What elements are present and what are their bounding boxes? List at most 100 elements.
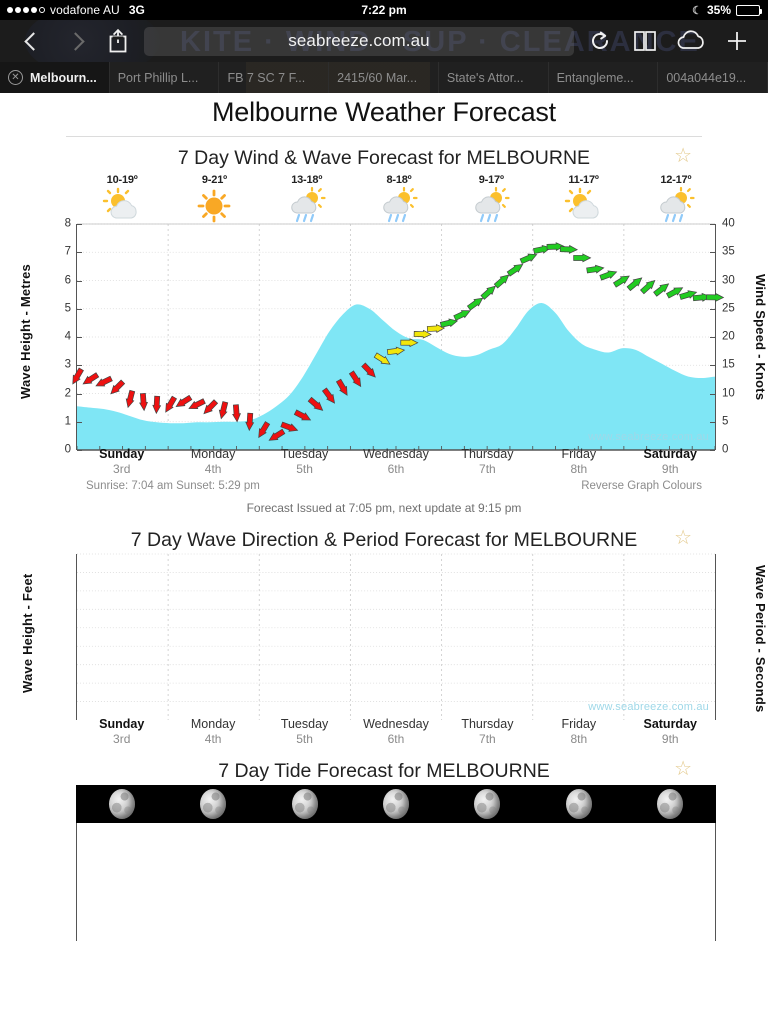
chart2-y-axis-title: Wave Height - Feet — [20, 573, 35, 693]
chart3-title: 7 Day Tide Forecast for MELBOURNE — [218, 760, 550, 782]
bookmarks-button[interactable] — [622, 24, 668, 58]
axis-tick-mark — [710, 365, 715, 367]
axis-tick-label: 35 — [722, 245, 735, 258]
moon-cell — [442, 789, 533, 819]
axis-tick-mark — [77, 280, 82, 282]
chevron-left-icon — [23, 31, 43, 51]
day-name: Monday — [190, 447, 236, 462]
axis-tick-label: 30 — [722, 273, 735, 286]
day-name: Sunday — [99, 717, 145, 732]
moon-phase-icon — [382, 789, 409, 819]
url-text: seabreeze.com.au — [288, 31, 430, 50]
moon-cell — [76, 789, 167, 819]
status-bar-right: ☾ 35% — [692, 3, 768, 17]
axis-tick-label: 0 — [64, 443, 71, 456]
tab-port-phillip[interactable]: Port Phillip L... — [109, 62, 220, 93]
plus-icon — [728, 32, 746, 50]
day-name: Tuesday — [280, 447, 329, 462]
day-cell: Thursday 7th — [442, 717, 533, 746]
day-name: Friday — [561, 717, 597, 732]
tab-fb-7-sc-7[interactable]: FB 7 SC 7 F... — [219, 62, 330, 93]
weather-day-cell: 9-17º — [445, 174, 537, 224]
back-button[interactable] — [12, 24, 54, 58]
chart2-heading-row: 7 Day Wave Direction & Period Forecast f… — [0, 525, 768, 554]
temp-range-label: 9-17º — [478, 174, 504, 186]
weather-day-cell: 10-19º — [76, 174, 168, 224]
chart2-canvas: www.seabreeze.com.au — [76, 553, 716, 720]
sun-cloud-rain-icon — [353, 186, 445, 224]
axis-tick-mark — [710, 450, 715, 451]
tab-label: FB 7 SC 7 F... — [227, 70, 306, 85]
axis-tick-mark — [77, 421, 82, 423]
tab-entanglement[interactable]: Entangleme... — [548, 62, 659, 93]
day-date: 7th — [479, 731, 496, 746]
axis-tick-mark — [77, 252, 82, 254]
carrier-label: vodafone AU — [50, 3, 120, 17]
wave-direction-period-chart: 7 Day Wave Direction & Period Forecast f… — [0, 525, 768, 746]
tab-melbourne[interactable]: ✕ Melbourn... — [0, 62, 110, 93]
day-name: Monday — [190, 717, 236, 732]
sun-icon — [168, 186, 260, 224]
chart1-y2-axis-title: Wind Speed - Knots — [753, 273, 768, 401]
tab-2415-60-mar[interactable]: 2415/60 Mar... — [329, 62, 439, 93]
day-date: 6th — [387, 731, 405, 746]
axis-tick-label: 2 — [64, 386, 71, 399]
sun-cloud-rain-icon — [630, 186, 722, 224]
reverse-graph-colours-link[interactable]: Reverse Graph Colours — [581, 480, 702, 492]
tab-states-attorney[interactable]: State's Attor... — [438, 62, 549, 93]
sun-behind-cloud-icon — [76, 186, 168, 224]
day-name: Sunday — [99, 447, 145, 462]
favourite-star-icon[interactable]: ☆ — [674, 758, 692, 780]
signal-strength-icon — [7, 7, 45, 13]
moon-phase-icon — [565, 789, 592, 819]
sun-cloud-rain-icon — [261, 186, 353, 224]
day-date: 8th — [570, 461, 588, 476]
browser-toolbar: KITE · WIND · SUP · CLEARANCE seabreeze.… — [0, 20, 768, 62]
day-date: 8th — [570, 731, 588, 746]
favourite-star-icon[interactable]: ☆ — [674, 145, 692, 167]
day-cell: Tuesday 5th — [259, 717, 350, 746]
axis-tick-mark — [710, 308, 715, 310]
forward-button[interactable] — [54, 24, 96, 58]
close-icon[interactable]: ✕ — [8, 70, 23, 85]
chart1-meta-row: Sunrise: 7:04 am Sunset: 5:29 pm Reverse… — [86, 480, 702, 492]
sunrise-sunset-label: Sunrise: 7:04 am Sunset: 5:29 pm — [86, 480, 260, 492]
day-cell: Sunday 3rd — [76, 447, 167, 476]
day-cell: Sunday 3rd — [76, 717, 167, 746]
day-cell: Saturday 9th — [625, 447, 716, 476]
weather-day-cell: 13-18º — [261, 174, 353, 224]
moon-cell — [350, 789, 441, 819]
axis-tick-label: 7 — [64, 245, 71, 258]
new-tab-button[interactable] — [718, 24, 756, 58]
tab-004a044e19[interactable]: 004a044e19... — [658, 62, 768, 93]
day-date: 9th — [661, 731, 679, 746]
chart3-svg — [77, 823, 715, 941]
crescent-moon-icon: ☾ — [692, 4, 702, 17]
weather-day-cell: 11-17º — [537, 174, 629, 224]
weather-day-cell: 12-17º — [630, 174, 722, 224]
address-bar[interactable]: seabreeze.com.au — [144, 26, 574, 56]
axis-tick-mark — [710, 280, 715, 282]
axis-tick-mark — [77, 393, 82, 395]
reload-button[interactable] — [578, 24, 622, 58]
sun-cloud-rain-icon — [445, 186, 537, 224]
day-name: Friday — [561, 447, 597, 462]
axis-tick-label: 20 — [722, 330, 735, 343]
chart2-title: 7 Day Wave Direction & Period Forecast f… — [130, 529, 638, 551]
moon-phase-icon — [291, 789, 318, 819]
moon-phase-icon — [474, 789, 501, 819]
temp-range-label: 10-19º — [106, 174, 138, 186]
tab-label: State's Attor... — [446, 70, 524, 85]
day-name: Thursday — [461, 447, 514, 462]
axis-tick-label: 5 — [64, 302, 71, 314]
icloud-tabs-button[interactable] — [668, 24, 718, 58]
favourite-star-icon[interactable]: ☆ — [674, 527, 692, 549]
share-button[interactable] — [96, 24, 140, 58]
page-title: Melbourne Weather Forecast — [212, 97, 556, 127]
tide-forecast-chart: 7 Day Tide Forecast for MELBOURNE ☆ — [0, 756, 768, 941]
tab-label: 2415/60 Mar... — [337, 70, 418, 85]
axis-tick-mark — [710, 337, 715, 338]
temp-range-label: 13-18º — [291, 174, 323, 186]
axis-tick-label: 0 — [722, 443, 729, 456]
web-page-content: Melbourne Weather Forecast 7 Day Wind & … — [0, 93, 768, 1024]
